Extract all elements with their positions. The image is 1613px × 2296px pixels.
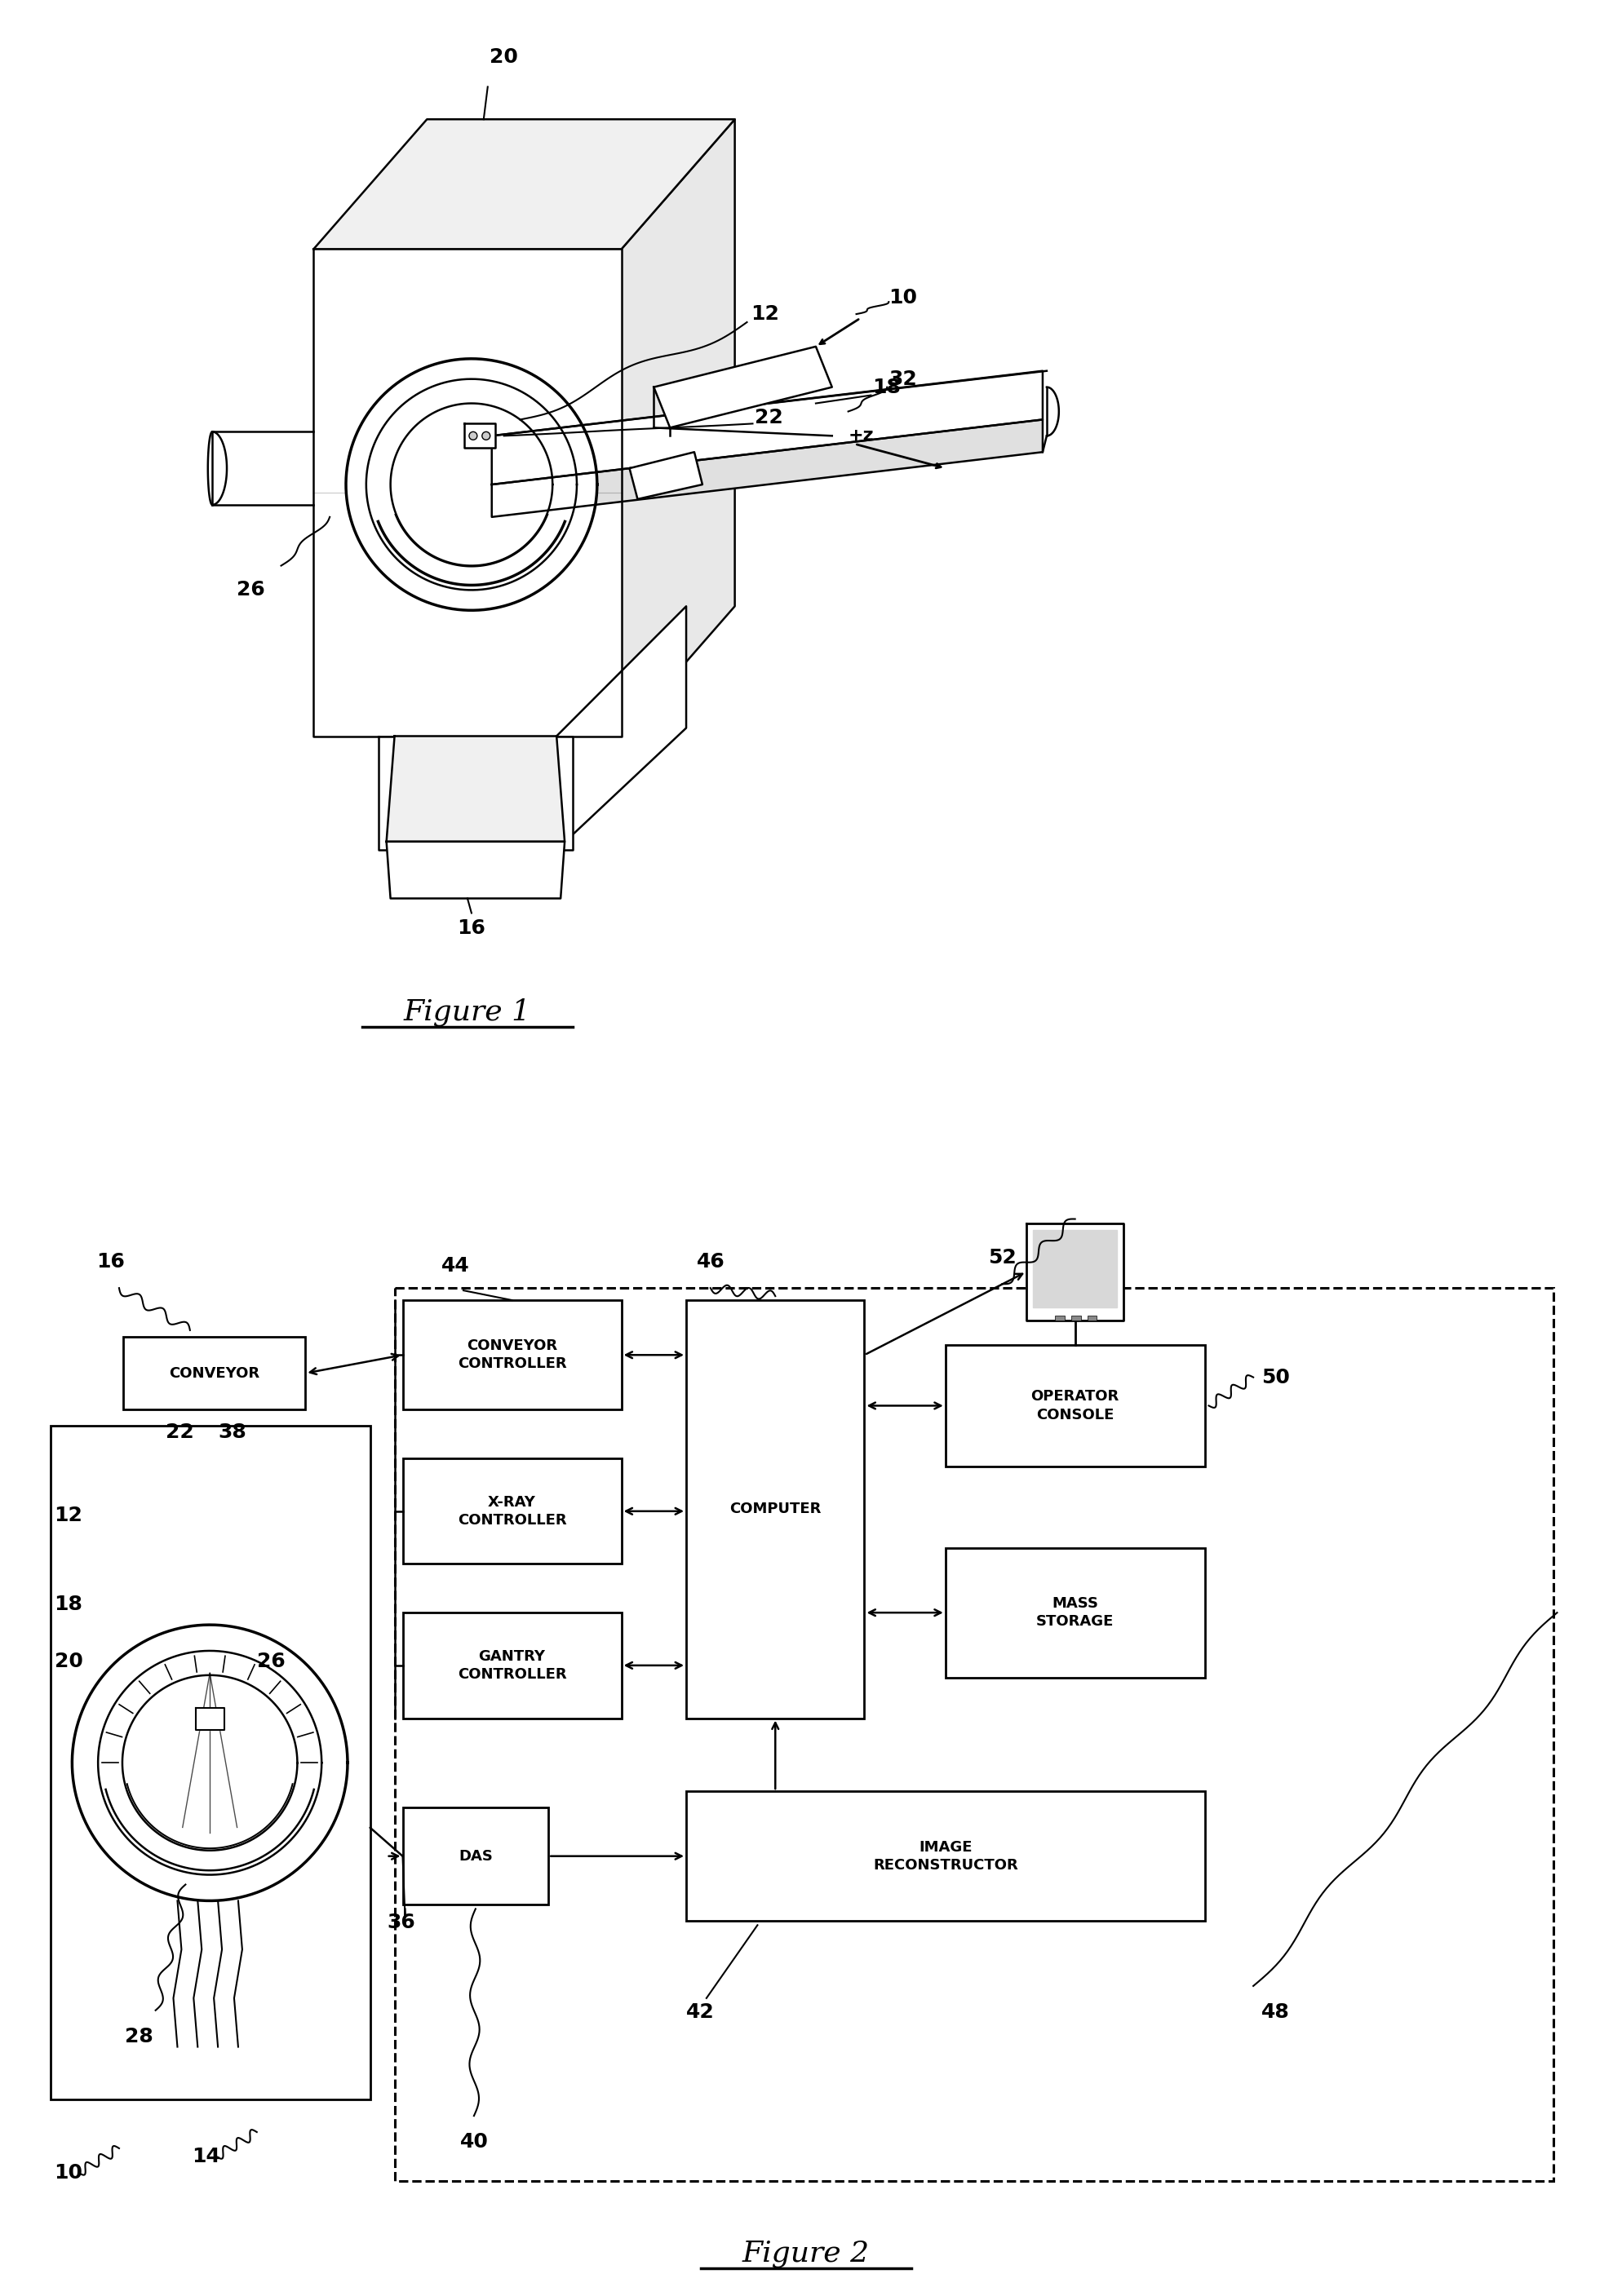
Polygon shape [379,737,573,850]
Text: 14: 14 [192,2147,221,2165]
Polygon shape [629,452,702,498]
Bar [1087,1316,1097,1320]
Text: CONVEYOR
CONTROLLER: CONVEYOR CONTROLLER [458,1339,566,1371]
FancyBboxPatch shape [945,1548,1205,1678]
FancyBboxPatch shape [403,1458,621,1564]
Text: X-RAY
CONTROLLER: X-RAY CONTROLLER [458,1495,566,1527]
Text: 26: 26 [256,1651,286,1671]
FancyBboxPatch shape [403,1612,621,1717]
Text: 18: 18 [873,377,902,397]
FancyBboxPatch shape [403,1300,621,1410]
FancyBboxPatch shape [945,1345,1205,1467]
Text: 22: 22 [755,409,784,427]
FancyBboxPatch shape [686,1300,865,1717]
Text: MASS
STORAGE: MASS STORAGE [1036,1596,1115,1630]
Text: 46: 46 [697,1251,724,1272]
Text: 32: 32 [889,370,918,388]
Text: 16: 16 [97,1251,126,1272]
Polygon shape [366,379,577,590]
Polygon shape [492,372,1042,484]
Text: Figure 1: Figure 1 [403,999,531,1026]
Text: 20: 20 [55,1651,82,1671]
FancyBboxPatch shape [50,1426,371,2099]
Text: 12: 12 [752,305,779,324]
Text: 16: 16 [456,918,486,939]
Bar [1071,1316,1081,1320]
Polygon shape [313,250,621,737]
Polygon shape [1047,388,1058,436]
Polygon shape [465,425,495,448]
Polygon shape [492,420,1042,517]
Text: DAS: DAS [458,1848,492,1864]
FancyBboxPatch shape [686,1791,1205,1922]
Text: 12: 12 [55,1506,82,1525]
Polygon shape [213,432,227,505]
Polygon shape [1026,1224,1124,1320]
Text: 36: 36 [387,1913,415,1933]
Polygon shape [313,119,736,250]
Polygon shape [98,1651,321,1876]
Text: 38: 38 [218,1424,247,1442]
Polygon shape [73,1626,347,1901]
Text: IMAGE
RECONSTRUCTOR: IMAGE RECONSTRUCTOR [873,1839,1018,1874]
Polygon shape [1032,1231,1118,1306]
Text: Figure 2: Figure 2 [742,2241,869,2268]
Circle shape [482,432,490,441]
Text: 44: 44 [440,1256,469,1277]
Text: +z: +z [848,427,874,443]
Text: 40: 40 [460,2133,489,2151]
Polygon shape [387,843,565,898]
Polygon shape [387,737,565,843]
Text: 20: 20 [490,46,518,67]
Text: 52: 52 [989,1249,1016,1267]
Text: 10: 10 [55,2163,82,2183]
Text: GANTRY
CONTROLLER: GANTRY CONTROLLER [458,1649,566,1681]
Text: 18: 18 [55,1596,82,1614]
Polygon shape [653,347,832,427]
Text: 22: 22 [166,1424,194,1442]
Polygon shape [621,119,736,737]
Text: 28: 28 [126,2027,153,2046]
Polygon shape [123,1676,297,1851]
FancyBboxPatch shape [123,1336,305,1410]
Text: 10: 10 [889,287,918,308]
Text: 42: 42 [686,2002,715,2023]
Polygon shape [390,404,553,565]
Text: 26: 26 [237,581,265,599]
Text: OPERATOR
CONSOLE: OPERATOR CONSOLE [1031,1389,1119,1421]
Polygon shape [556,606,686,850]
Text: CONVEYOR: CONVEYOR [169,1366,260,1380]
Bar [1055,1316,1065,1320]
Circle shape [469,432,477,441]
Text: COMPUTER: COMPUTER [729,1502,821,1515]
Text: 50: 50 [1261,1368,1290,1387]
Polygon shape [345,358,597,611]
Polygon shape [195,1708,224,1731]
FancyBboxPatch shape [403,1807,548,1906]
Text: 48: 48 [1261,2002,1290,2023]
